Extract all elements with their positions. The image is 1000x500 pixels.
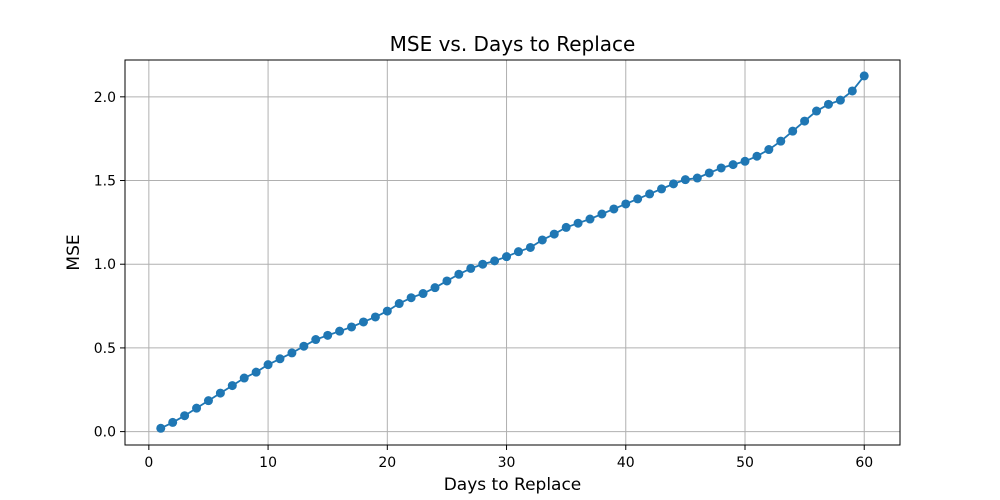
- data-point: [657, 184, 667, 194]
- x-tick-label: 50: [736, 455, 754, 471]
- x-tick-label: 0: [144, 455, 153, 471]
- data-point: [812, 106, 822, 116]
- y-tick-label: 0.5: [94, 341, 116, 357]
- data-point: [394, 299, 404, 309]
- data-point: [275, 354, 285, 364]
- data-point: [859, 71, 869, 81]
- data-point: [704, 168, 714, 178]
- data-point: [502, 252, 512, 262]
- y-tick-label: 1.5: [94, 174, 116, 190]
- data-point: [549, 229, 559, 239]
- data-point: [215, 388, 225, 398]
- data-point: [418, 289, 428, 299]
- data-point: [561, 222, 571, 232]
- data-point: [513, 247, 523, 257]
- data-point: [335, 326, 345, 336]
- data-point: [645, 189, 655, 199]
- data-point: [585, 214, 595, 224]
- data-point: [347, 322, 357, 332]
- y-axis-ticks: 0.0 0.5 1.0 1.5 2.0: [94, 90, 125, 441]
- series-line: [160, 75, 865, 430]
- data-point: [716, 163, 726, 173]
- data-point: [609, 204, 619, 214]
- series-line-layer: [160, 75, 865, 430]
- x-axis-label: Days to Replace: [444, 475, 582, 495]
- y-tick-label: 1.0: [94, 257, 116, 273]
- y-tick-label: 0.0: [94, 425, 116, 441]
- data-point: [192, 403, 202, 413]
- x-tick-label: 30: [498, 455, 516, 471]
- data-point: [740, 156, 750, 166]
- data-point: [239, 373, 249, 383]
- data-point: [180, 411, 190, 421]
- data-point: [227, 381, 237, 391]
- data-point: [680, 175, 690, 185]
- data-point: [776, 136, 786, 146]
- data-points: [156, 71, 869, 433]
- plot-frame: [124, 59, 901, 446]
- x-axis-ticks: 0 10 20 30 40 50 60: [144, 445, 873, 471]
- data-point: [621, 199, 631, 209]
- data-point: [633, 194, 643, 204]
- grid: [125, 60, 900, 445]
- data-point: [430, 283, 440, 293]
- chart-title: MSE vs. Days to Replace: [390, 32, 636, 56]
- y-tick-label: 2.0: [94, 90, 116, 106]
- data-point: [525, 242, 535, 252]
- data-point: [847, 86, 857, 96]
- data-point: [466, 263, 476, 273]
- data-point: [478, 259, 488, 269]
- data-point: [764, 145, 774, 155]
- data-point: [800, 116, 810, 126]
- data-point: [370, 312, 380, 322]
- data-point: [358, 317, 368, 327]
- data-point: [442, 276, 452, 286]
- data-point: [537, 235, 547, 245]
- data-point: [406, 293, 416, 303]
- data-point: [668, 179, 678, 189]
- data-point: [263, 360, 273, 370]
- data-point: [728, 160, 738, 170]
- data-point: [251, 367, 261, 377]
- data-point: [287, 348, 297, 358]
- data-point: [454, 269, 464, 279]
- data-point: [692, 173, 702, 183]
- x-tick-label: 40: [617, 455, 635, 471]
- data-point: [311, 335, 321, 345]
- x-tick-label: 10: [259, 455, 277, 471]
- data-point: [299, 341, 309, 351]
- y-axis-label: MSE: [64, 234, 84, 270]
- data-point: [752, 151, 762, 161]
- data-point: [156, 423, 166, 433]
- data-point: [490, 256, 500, 266]
- data-point: [203, 396, 213, 406]
- x-tick-label: 60: [855, 455, 873, 471]
- data-point: [382, 306, 392, 316]
- data-point: [573, 218, 583, 228]
- data-point: [323, 330, 333, 340]
- data-point: [835, 95, 845, 105]
- data-point: [788, 126, 798, 136]
- x-tick-label: 20: [378, 455, 396, 471]
- data-point: [168, 417, 178, 427]
- data-point: [823, 99, 833, 109]
- data-point: [597, 209, 607, 219]
